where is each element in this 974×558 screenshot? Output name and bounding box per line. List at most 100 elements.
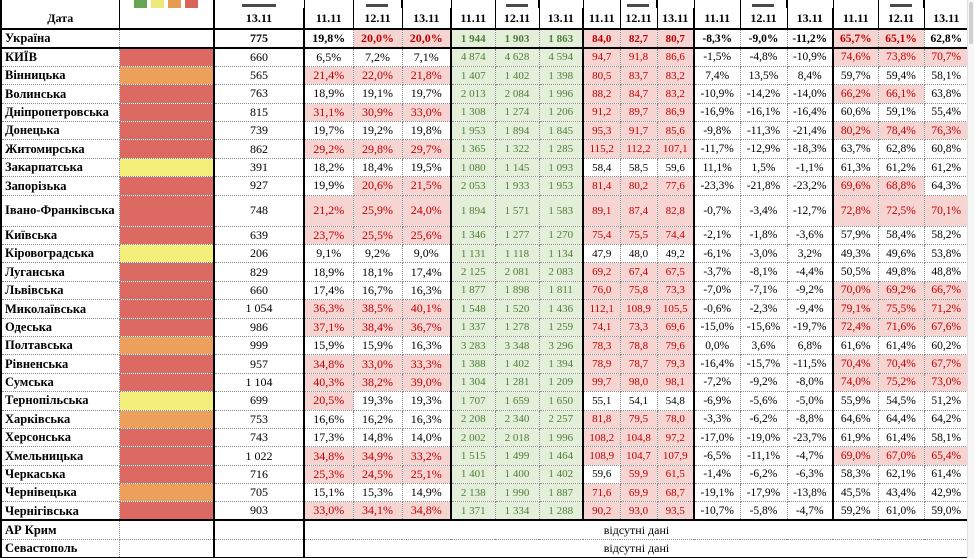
region-row: Закарпатська 391 18,2% 18,4% 19,5% 1 080 1 145… [1, 158, 970, 178]
value-cell: 70,1% [924, 195, 970, 227]
value-cell: -6,9% [693, 391, 741, 411]
value-cell: 48,8% [924, 262, 970, 282]
region-row: Херсонська 743 17,3% 14,8% 14,0% 2 002 2 018 1 … [1, 428, 970, 448]
value-cell: 74,6% [832, 48, 879, 67]
value-cell: 66,1% [878, 84, 925, 104]
value-cell: -17,0% [693, 428, 741, 448]
region-name-cell: Донецька [1, 121, 120, 141]
risk-color-swatch [119, 195, 215, 227]
legend-swatch [168, 0, 182, 8]
value-cell: 4 628 [495, 48, 540, 67]
value-cell: 82,8 [657, 195, 695, 227]
risk-color-swatch [119, 410, 215, 429]
region-row: Чернігівська 903 33,0% 34,1% 34,8% 1 371 1 334… [1, 501, 970, 521]
value-cell: 73,3 [620, 318, 658, 337]
region-row: Запорізька 927 19,9% 20,6% 21,5% 2 053 1 933 1 … [1, 176, 970, 196]
value-cell: 1 894 [450, 195, 496, 227]
value-cell: -7,2% [693, 373, 741, 393]
clipped-cell [656, 0, 695, 8]
value-cell: 60,6% [832, 103, 879, 123]
value-cell: 45,5% [832, 483, 879, 503]
value-cell: 1 571 [495, 195, 540, 227]
value-cell: -3,3% [693, 410, 741, 429]
clipped-cell [451, 0, 496, 8]
value-cell: 93,5 [657, 501, 695, 521]
value-cell: -6,1% [693, 244, 741, 264]
value-cell: -18,3% [787, 139, 834, 159]
value-cell: 61,4% [878, 428, 925, 448]
value-cell: 74,1 [582, 318, 621, 337]
value-cell: 79,3 [657, 354, 695, 374]
region-name-cell: Івано-Франківська [1, 195, 120, 227]
region-name-cell: Хмельницька [1, 446, 120, 466]
value-cell: 67,7% [924, 354, 970, 374]
region-row: КИЇВ 660 6,5% 7,2% 7,1% 4 874 4 628 4 594 94,7 91… [1, 48, 970, 67]
region-row: Одеська 986 37,1% 38,4% 36,7% 1 337 1 278 1 259… [1, 318, 970, 337]
risk-color-swatch [119, 244, 215, 264]
value-cell: 1 270 [539, 226, 584, 246]
clipped-cell [213, 0, 305, 8]
value-cell: 2 125 [450, 262, 496, 282]
value-cell: 705 [213, 483, 305, 503]
value-cell: 6,5% [303, 48, 354, 67]
clipped-text-remnant [242, 4, 277, 7]
value-cell: 19,9% [303, 176, 354, 196]
region-row: Харківська 753 16,6% 16,2% 16,3% 2 208 2 340 2 … [1, 410, 970, 429]
value-cell: -16,4% [693, 354, 741, 374]
value-cell: 64,2% [924, 410, 970, 429]
no-data-row: Севастополь відсутні дані [1, 539, 970, 558]
value-cell: 112,2 [620, 139, 658, 159]
value-cell: 1 659 [495, 391, 540, 411]
value-cell: 79,5 [620, 410, 658, 429]
value-cell: -1,8% [740, 226, 788, 246]
value-cell: 91,8 [620, 48, 658, 67]
value-cell: 89,1 [582, 195, 621, 227]
value-cell: 21,8% [402, 66, 452, 86]
value-cell: 30,9% [353, 103, 403, 123]
clipped-cell [694, 0, 741, 8]
missing-data-cell: відсутні дані [303, 519, 970, 540]
value-cell: -8,3% [693, 29, 741, 49]
value-cell: 19,5% [402, 158, 452, 178]
value-cell: -15,0% [693, 318, 741, 337]
risk-color-swatch [119, 539, 215, 558]
region-name-cell: Дніпропетровська [1, 103, 120, 123]
value-cell: 66,7% [924, 281, 970, 301]
value-cell: 58,3% [832, 465, 879, 485]
value-cell: 34,1% [353, 501, 403, 521]
value-cell: -10,7% [693, 501, 741, 521]
value-cell: 80,7 [657, 29, 695, 49]
value-cell: 19,3% [353, 391, 403, 411]
no-data-row: АР Крим відсутні дані [1, 519, 970, 540]
value-cell: 815 [213, 103, 305, 123]
color-legend-cell [119, 0, 215, 8]
value-cell: 59,4% [878, 66, 925, 86]
value-cell: 4 594 [539, 48, 584, 67]
value-cell: -21,8% [740, 176, 788, 196]
value-cell: -10,9% [787, 48, 834, 67]
region-row: Донецька 739 19,7% 19,2% 19,8% 1 953 1 894 1 84… [1, 121, 970, 141]
value-cell: 31,1% [303, 103, 354, 123]
value-cell: 2 208 [450, 410, 496, 429]
value-cell: 33,3% [402, 354, 452, 374]
value-cell: -23,3% [693, 176, 741, 196]
value-cell: 20,5% [303, 391, 354, 411]
value-cell: 1 346 [450, 226, 496, 246]
value-cell: 20,0% [402, 29, 452, 49]
value-cell: 78,8 [620, 336, 658, 356]
clipped-cell [786, 0, 834, 8]
region-row: Львівська 660 17,4% 16,7% 16,3% 1 877 1 898 1 8… [1, 281, 970, 301]
value-cell: 1 401 [450, 465, 496, 485]
value-cell: 60,2% [924, 336, 970, 356]
value-cell: 19,2% [353, 121, 403, 141]
value-cell: 1 394 [539, 354, 584, 374]
value-cell: 1 022 [213, 446, 305, 466]
region-name-cell: Житомирська [1, 139, 120, 159]
scrollbar-thumb[interactable] [969, 2, 973, 44]
value-cell: 639 [213, 226, 305, 246]
value-cell: 18,9% [303, 84, 354, 104]
value-cell: 14,0% [402, 428, 452, 448]
value-cell: 81,4 [582, 176, 621, 196]
region-row: Житомирська 862 29,2% 29,8% 29,7% 1 365 1 322 1… [1, 139, 970, 159]
